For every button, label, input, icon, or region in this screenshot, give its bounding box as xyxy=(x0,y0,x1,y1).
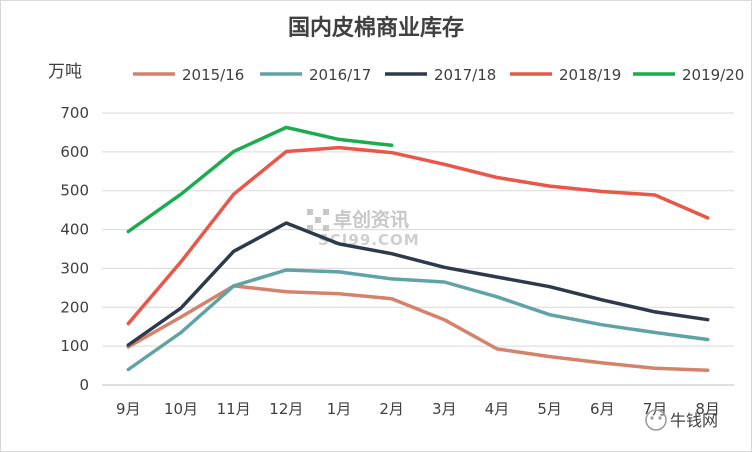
y-axis-ticks: 0 100 200 300 400 500 600 700 xyxy=(60,104,89,394)
y-tick-label: 700 xyxy=(60,104,89,122)
x-tick-label: 1月 xyxy=(327,400,352,418)
series-lines xyxy=(126,125,710,372)
gridlines xyxy=(102,112,734,386)
y-tick-label: 600 xyxy=(60,143,89,161)
legend: 2015/16 2016/17 2017/18 2018/19 2019/20 xyxy=(133,66,744,84)
watermark-logo-square xyxy=(307,209,313,215)
y-tick-label: 500 xyxy=(60,182,89,200)
series-line-2019-20 xyxy=(126,125,394,234)
y-tick-label: 0 xyxy=(79,376,89,394)
y-tick-label: 100 xyxy=(60,337,89,355)
series-line-2018-19 xyxy=(126,145,710,326)
brand-text: 牛钱网 xyxy=(670,411,718,430)
chart-title: 国内皮棉商业库存 xyxy=(288,15,464,41)
x-tick-label: 2月 xyxy=(379,400,404,418)
watermark-logo-icon xyxy=(307,209,329,231)
legend-label: 2018/19 xyxy=(559,66,621,84)
y-axis-label: 万吨 xyxy=(48,62,82,82)
legend-label: 2015/16 xyxy=(182,66,244,84)
y-tick-label: 300 xyxy=(60,259,89,277)
x-tick-label: 5月 xyxy=(537,400,562,418)
watermark-logo-square xyxy=(323,225,329,231)
watermark: 卓创资讯 SCI99.COM xyxy=(307,208,419,249)
wechat-icon xyxy=(645,409,667,431)
series-line-2017-18 xyxy=(126,221,710,347)
brand-mark: 牛钱网 xyxy=(645,409,718,431)
wechat-icon-eye-right xyxy=(658,416,662,420)
legend-label: 2019/20 xyxy=(682,66,744,84)
watermark-text: 卓创资讯 xyxy=(333,208,409,231)
watermark-logo-square xyxy=(323,209,329,215)
x-tick-label: 9月 xyxy=(116,400,141,418)
x-tick-label: 6月 xyxy=(590,400,615,418)
y-tick-label: 400 xyxy=(60,221,89,239)
x-tick-label: 3月 xyxy=(432,400,457,418)
wechat-icon-eye-left xyxy=(650,416,654,420)
legend-label: 2016/17 xyxy=(309,66,371,84)
x-tick-label: 12月 xyxy=(269,400,303,418)
y-tick-label: 200 xyxy=(60,298,89,316)
x-tick-label: 8月 xyxy=(695,400,720,418)
x-axis-ticks: 9月 10月 11月 12月 1月 2月 3月 4月 5月 6月 7月 8月 xyxy=(116,400,720,418)
series-line-2016-17 xyxy=(126,268,710,372)
legend-label: 2017/18 xyxy=(434,66,496,84)
x-tick-label: 4月 xyxy=(485,400,510,418)
x-tick-label: 11月 xyxy=(217,400,251,418)
x-tick-label: 10月 xyxy=(164,400,198,418)
series-line-2015-16 xyxy=(126,284,710,372)
watermark-logo-square xyxy=(315,217,321,223)
watermark-logo-square xyxy=(307,225,313,231)
